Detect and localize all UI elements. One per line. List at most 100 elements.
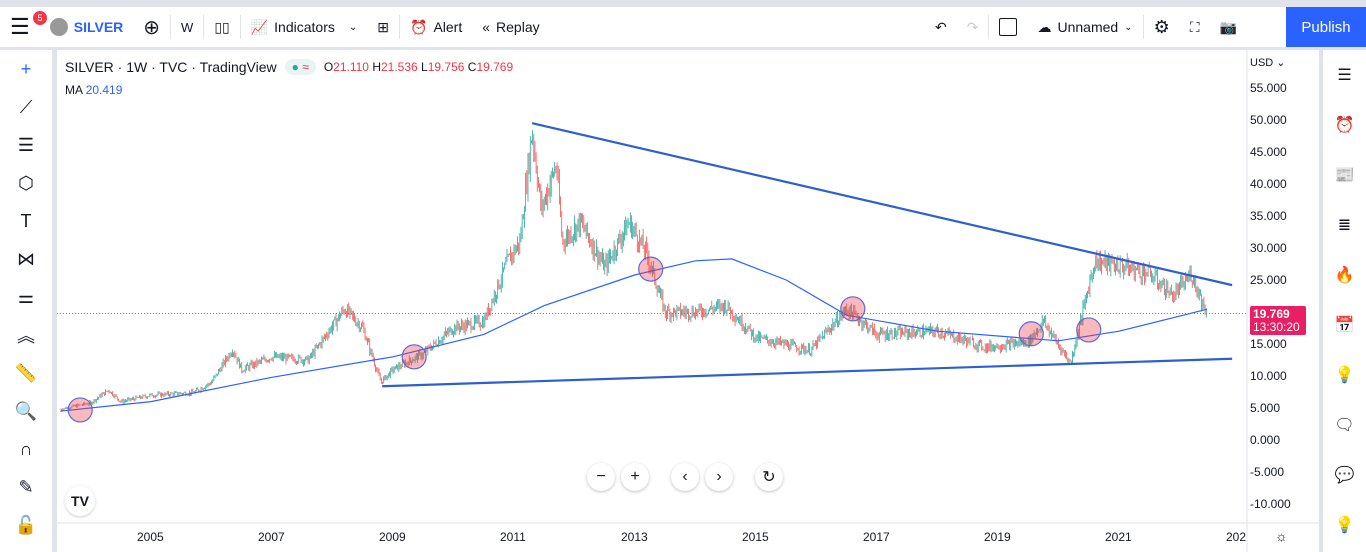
- price-tick: 35.000: [1250, 209, 1287, 223]
- chats-icon[interactable]: 🗨: [1334, 417, 1355, 434]
- price-tick: -5.000: [1250, 465, 1285, 479]
- right-sidebar: ☰ ⏰ 📰 ≣ 🔥 📅 💡 🗨 💬 💡: [1323, 50, 1366, 552]
- camera-icon: 📷: [1219, 18, 1237, 35]
- symbol-title: SILVER · 1W · TVC · TradingView: [65, 59, 277, 75]
- trendline: [531, 122, 1233, 287]
- messages-icon[interactable]: 💬: [1334, 467, 1355, 484]
- watchlist-icon[interactable]: ☰: [1337, 67, 1352, 84]
- alert-label: Alert: [433, 19, 463, 35]
- time-tick: 2005: [137, 530, 164, 544]
- chart-legend: SILVER · 1W · TVC · TradingView ● ≈ O21.…: [65, 59, 513, 75]
- undo-button[interactable]: ↶: [925, 7, 957, 47]
- price-tick: 50.000: [1250, 113, 1287, 127]
- data-window-icon[interactable]: ≣: [1337, 217, 1352, 234]
- calendar-icon[interactable]: 📅: [1334, 317, 1355, 334]
- price-tick: 5.000: [1250, 401, 1281, 415]
- price-chart[interactable]: [57, 50, 1319, 552]
- layout-name: Unnamed: [1057, 19, 1119, 35]
- symbol-label: SILVER: [73, 19, 124, 35]
- redo-button[interactable]: ↷: [957, 7, 989, 47]
- indicators-icon: 📈: [250, 18, 269, 35]
- chart-type-button[interactable]: ▯▯: [204, 7, 239, 47]
- replay-button[interactable]: « Replay: [472, 7, 549, 47]
- price-tick: 15.000: [1250, 337, 1287, 351]
- fib-tool[interactable]: ☰: [17, 134, 35, 155]
- trendline-tool[interactable]: ⟋: [19, 96, 33, 117]
- zoom-in-button[interactable]: +: [621, 463, 649, 491]
- undo-icon: ↶: [935, 18, 947, 35]
- ruler-icon[interactable]: 📏: [14, 362, 38, 383]
- highlight-circle: [638, 256, 664, 282]
- highlight-circle: [840, 296, 866, 322]
- lock-icon[interactable]: 🔓: [14, 514, 38, 535]
- tradingview-logo: TV: [65, 486, 95, 516]
- layouts-button[interactable]: ⊞: [367, 7, 399, 47]
- crosshair-tool[interactable]: +: [20, 58, 32, 79]
- scale-settings-icon[interactable]: ☼: [1275, 528, 1288, 544]
- ideas-icon[interactable]: 💡: [1334, 367, 1355, 384]
- xabcd-tool[interactable]: ⋈: [17, 248, 35, 269]
- divider: [203, 15, 205, 39]
- chevron-down-icon: ⌄: [348, 21, 358, 33]
- lock-drawing-icon[interactable]: ✎: [18, 476, 34, 497]
- market-status[interactable]: ● ≈: [284, 59, 316, 75]
- streams-icon[interactable]: 💡: [1334, 517, 1355, 534]
- prediction-tool[interactable]: ⚌: [17, 286, 35, 307]
- menu-badge: 5: [33, 11, 47, 25]
- fullscreen-icon: ⛶: [1189, 18, 1200, 35]
- top-toolbar: ☰ 5 SILVER ⊕ W ▯▯ 📈 Indicators ⌄ ⊞ ⏰ Alert «…: [0, 7, 1366, 47]
- last-price-label: 19.769 13:30:20: [1250, 306, 1306, 335]
- chart-pane[interactable]: SILVER · 1W · TVC · TradingView ● ≈ O21.…: [57, 50, 1319, 552]
- reset-button[interactable]: ↻: [755, 463, 783, 491]
- interval-button[interactable]: W: [181, 19, 194, 35]
- layout-button[interactable]: [989, 7, 1027, 47]
- menu-button[interactable]: ☰ 5: [0, 7, 47, 47]
- pattern-tool[interactable]: ⬡: [18, 172, 34, 193]
- settings-button[interactable]: ⚙: [1144, 7, 1180, 47]
- indicators-label: Indicators: [274, 19, 335, 35]
- ma-legend[interactable]: MA 20.419: [65, 83, 123, 97]
- grid-icon: ⊞: [377, 18, 389, 35]
- time-tick: 2007: [258, 530, 285, 544]
- price-tick: 25.000: [1250, 273, 1287, 287]
- save-layout-button[interactable]: ☁ Unnamed ⌄: [1027, 7, 1142, 47]
- collapse-icon[interactable]: ︽: [17, 326, 35, 346]
- gear-icon: ⚙: [1153, 16, 1170, 37]
- alerts-icon[interactable]: ⏰: [1334, 117, 1355, 134]
- price-tick: 45.000: [1250, 145, 1287, 159]
- alert-button[interactable]: ⏰ Alert: [400, 7, 472, 47]
- compare-button[interactable]: ⊕: [143, 16, 161, 39]
- zoom-out-button[interactable]: −: [587, 463, 615, 491]
- time-tick: 2019: [984, 530, 1011, 544]
- divider: [1142, 15, 1144, 39]
- highlight-circle: [401, 344, 427, 370]
- fullscreen-button[interactable]: ⛶: [1180, 7, 1210, 47]
- hotlists-icon[interactable]: 🔥: [1334, 267, 1355, 284]
- news-icon[interactable]: 📰: [1334, 167, 1355, 184]
- price-tick: 40.000: [1250, 177, 1287, 191]
- scroll-left-button[interactable]: ‹: [671, 463, 699, 491]
- chevron-down-icon: ⌄: [1124, 21, 1133, 33]
- indicators-button[interactable]: 📈 Indicators ⌄: [241, 7, 368, 47]
- symbol-search[interactable]: SILVER: [40, 7, 134, 47]
- highlight-circle: [67, 397, 93, 423]
- magnet-icon[interactable]: ∩: [19, 438, 33, 459]
- cloud-check-icon: ☁: [1037, 18, 1052, 35]
- scroll-right-button[interactable]: ›: [705, 463, 733, 491]
- time-tick: 2013: [621, 530, 648, 544]
- silver-logo-icon: [49, 18, 68, 36]
- zoom-in-icon[interactable]: 🔍: [14, 400, 38, 421]
- publish-button[interactable]: Publish: [1286, 7, 1366, 47]
- screenshot-button[interactable]: 📷: [1210, 7, 1247, 47]
- divider: [170, 15, 172, 39]
- highlight-circle: [1018, 321, 1044, 347]
- time-tick: 2009: [379, 530, 406, 544]
- price-tick: 10.000: [1250, 369, 1287, 383]
- text-tool[interactable]: T: [20, 210, 32, 231]
- square-icon: [999, 18, 1018, 36]
- moving-average-line: [60, 258, 1207, 412]
- price-tick: 55.000: [1250, 81, 1287, 95]
- redo-icon: ↷: [966, 18, 979, 35]
- currency-selector[interactable]: USD ⌄: [1250, 57, 1286, 69]
- price-tick: 30.000: [1250, 241, 1287, 255]
